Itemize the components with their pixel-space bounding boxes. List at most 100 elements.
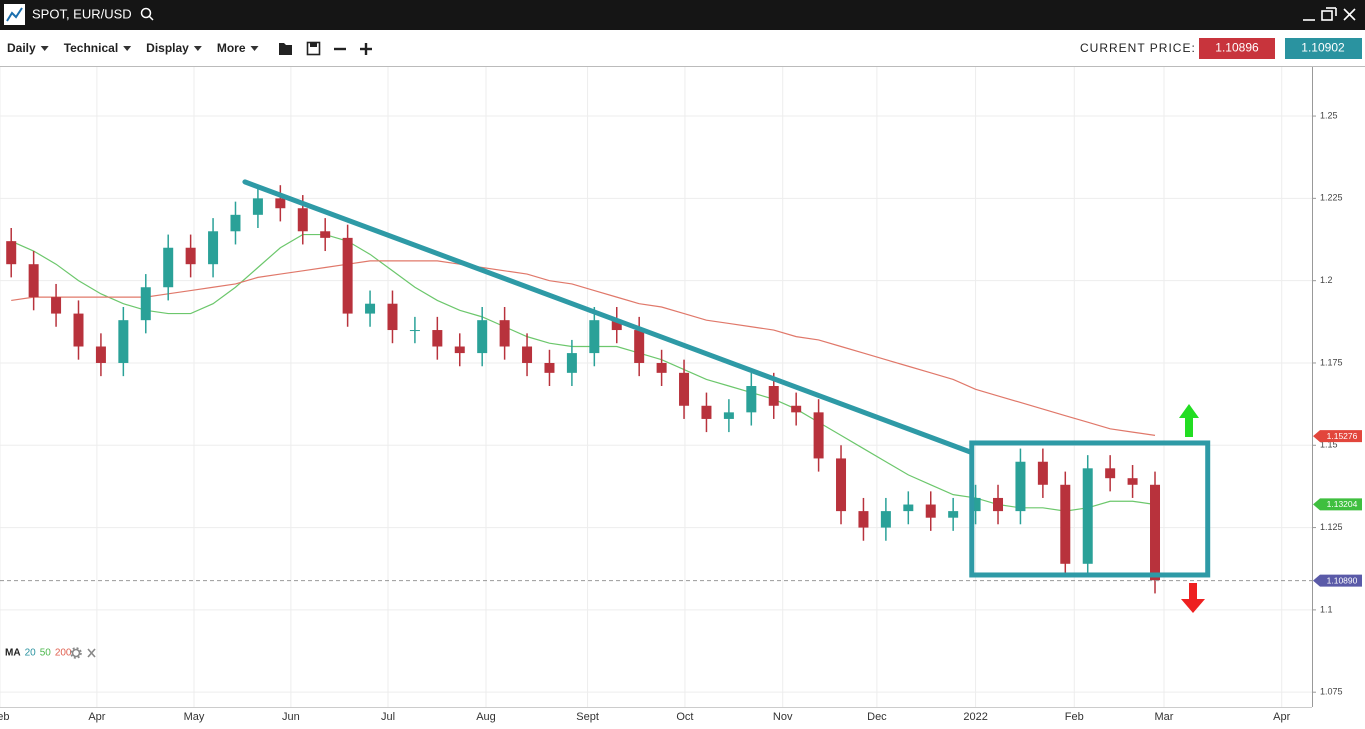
ask-price: 1.10902 [1301,41,1345,55]
bid-price: 1.10896 [1215,41,1259,55]
candle-body [723,412,734,419]
candle-body [275,198,286,209]
candle-body [432,330,443,347]
candle-body [1150,484,1161,581]
current-price-label: CURRENT PRICE: [1080,41,1196,55]
y-tick-label: 1.175 [1320,357,1343,367]
candle-body [1060,484,1071,564]
range-box [969,440,1211,578]
price-tag [1313,574,1362,587]
candle-body [925,504,936,518]
price-tag-label: 1.10890 [1327,575,1358,585]
candle-body [6,241,17,265]
candle-body [477,320,488,354]
candle-body [51,297,62,314]
candle-body [566,353,577,373]
price-tag [1313,498,1362,511]
candle-body [387,303,398,331]
candle-body [185,247,196,265]
ma-legend: MA 20 50 200 [5,648,72,659]
candle-body [499,320,510,347]
x-tick-label: Dec [867,711,887,723]
candle-body [230,214,241,232]
grid: 1.075 1.1 1.125 1.15 1.175 1.2 1.225 1.25 Feb Apr… [0,67,1343,723]
x-tick-label: Jul [381,711,395,723]
legend-item: 50 [40,648,52,659]
arrow-down [1181,583,1205,613]
x-tick-label: Mar [1155,711,1174,723]
x-tick-label: Aug [476,711,496,723]
x-tick-label: Apr [1273,711,1290,723]
candle-body [836,458,847,512]
y-tick-label: 1.15 [1320,440,1338,450]
legend-title: MA [5,648,21,659]
candle-body [791,405,802,413]
y-tick-label: 1.2 [1320,275,1333,285]
candle-body [813,412,824,459]
moving-average [11,260,1156,436]
x-tick-label: Sept [576,711,599,723]
window-title: SPOT, EUR/USD [32,6,132,21]
menu-group: Daily Technical Display More [7,41,259,55]
ask-box[interactable] [1285,38,1362,59]
price-tag-label: 1.13204 [1327,499,1358,509]
candle-body [28,264,39,298]
candle-body [320,231,331,238]
menu-item[interactable]: Daily [7,41,36,55]
title-bar [0,0,1365,30]
candle-body [252,198,263,215]
candle-body [409,330,420,332]
candle-body [948,511,959,518]
menu-caret [123,46,132,51]
candle-body [365,303,376,314]
x-tick-label: Apr [88,711,105,723]
window-controls[interactable] [1303,7,1356,21]
plot [0,179,1312,594]
candle-body [880,511,891,528]
moving-average [10,233,1156,512]
menu-caret [40,46,49,51]
candle-body [589,320,600,354]
menu-item[interactable]: Display [146,41,189,55]
x-tick-label: Feb [1065,711,1084,723]
candle-body [746,386,757,413]
x-tick-label: Jun [282,711,300,723]
toolbar [0,30,1365,67]
candle-body [768,386,779,406]
candle-body [1127,478,1138,485]
logo [4,4,25,25]
legend-item: 200 [55,648,72,659]
menu-item[interactable]: More [217,41,246,55]
arrow-up [1179,404,1199,437]
legend-item: 20 [25,648,37,659]
candle-body [634,330,645,363]
candle-body [118,320,129,363]
y-tick-label: 1.1 [1320,604,1333,614]
menu-item[interactable]: Technical [64,41,118,55]
candle-body [163,247,174,288]
candle-body [970,497,981,512]
candle-body [858,511,869,528]
y-tick-label: 1.25 [1320,110,1338,120]
candle-body [679,372,690,406]
candle-body [73,313,84,347]
candle-body [297,208,308,232]
candle-body [1015,461,1026,512]
legend-icons[interactable] [70,647,96,659]
candle-body [611,320,622,331]
search-icon[interactable] [140,7,154,21]
toolbar-icons[interactable] [279,41,372,56]
candle-body [342,237,353,314]
candle-body [522,346,533,363]
x-tick-label: 2022 [963,711,987,723]
candle-body [208,231,219,265]
price-tag [1313,430,1362,443]
y-tick-label: 1.125 [1320,522,1343,532]
candle-body [701,405,712,419]
y-tick-label: 1.075 [1320,687,1343,697]
bid-box[interactable] [1199,38,1275,59]
candle-body [544,362,555,373]
x-tick-label: Feb [0,711,9,723]
